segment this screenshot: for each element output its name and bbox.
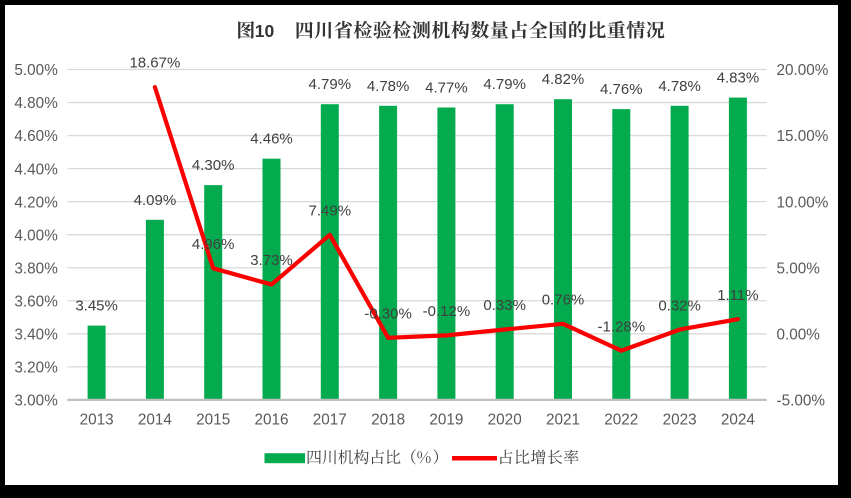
svg-text:3.20%: 3.20% <box>14 360 58 377</box>
svg-text:2018: 2018 <box>371 411 405 428</box>
svg-text:4.80%: 4.80% <box>14 95 58 112</box>
svg-text:2021: 2021 <box>546 411 580 428</box>
svg-text:4.78%: 4.78% <box>658 78 701 95</box>
svg-text:4.09%: 4.09% <box>134 192 177 209</box>
svg-text:3.73%: 3.73% <box>250 252 293 269</box>
svg-text:7.49%: 7.49% <box>309 203 352 220</box>
svg-text:5.00%: 5.00% <box>777 260 821 277</box>
svg-text:2017: 2017 <box>313 411 347 428</box>
svg-text:2015: 2015 <box>196 411 230 428</box>
svg-text:4.76%: 4.76% <box>600 81 643 98</box>
svg-text:-1.28%: -1.28% <box>598 318 646 335</box>
svg-text:4.82%: 4.82% <box>542 71 585 88</box>
svg-text:10: 10 <box>255 21 275 41</box>
svg-text:0.33%: 0.33% <box>483 297 526 314</box>
svg-text:4.77%: 4.77% <box>425 80 468 97</box>
svg-text:0.32%: 0.32% <box>658 297 701 314</box>
svg-text:-0.30%: -0.30% <box>364 305 412 322</box>
svg-text:2020: 2020 <box>488 411 522 428</box>
svg-text:4.00%: 4.00% <box>14 227 58 244</box>
svg-text:2014: 2014 <box>138 411 173 428</box>
svg-text:2022: 2022 <box>604 411 638 428</box>
svg-text:4.79%: 4.79% <box>309 76 352 93</box>
svg-text:4.79%: 4.79% <box>483 76 526 93</box>
svg-text:15.00%: 15.00% <box>777 128 829 145</box>
svg-text:-5.00%: -5.00% <box>777 393 826 410</box>
svg-text:5.00%: 5.00% <box>14 62 58 79</box>
svg-text:4.30%: 4.30% <box>192 157 235 174</box>
svg-text:2016: 2016 <box>254 411 288 428</box>
svg-text:0.00%: 0.00% <box>777 327 821 344</box>
svg-text:3.40%: 3.40% <box>14 327 58 344</box>
svg-text:3.80%: 3.80% <box>14 260 58 277</box>
svg-text:4.20%: 4.20% <box>14 194 58 211</box>
svg-text:10.00%: 10.00% <box>777 194 829 211</box>
svg-text:0.76%: 0.76% <box>542 291 585 308</box>
svg-text:2013: 2013 <box>80 411 114 428</box>
svg-text:-0.12%: -0.12% <box>423 303 471 320</box>
svg-text:4.46%: 4.46% <box>250 131 293 148</box>
svg-text:4.83%: 4.83% <box>717 70 760 87</box>
svg-text:3.60%: 3.60% <box>14 293 58 310</box>
svg-text:2023: 2023 <box>663 411 697 428</box>
svg-text:1.11%: 1.11% <box>717 287 758 304</box>
svg-text:4.96%: 4.96% <box>192 236 235 253</box>
svg-text:2019: 2019 <box>429 411 463 428</box>
svg-text:4.60%: 4.60% <box>14 128 58 145</box>
svg-text:4.40%: 4.40% <box>14 161 58 178</box>
svg-text:3.00%: 3.00% <box>14 393 58 410</box>
svg-text:18.67%: 18.67% <box>129 55 180 72</box>
svg-text:20.00%: 20.00% <box>777 62 829 79</box>
svg-text:2024: 2024 <box>721 411 756 428</box>
svg-text:3.45%: 3.45% <box>75 298 118 315</box>
svg-text:4.78%: 4.78% <box>367 78 410 95</box>
